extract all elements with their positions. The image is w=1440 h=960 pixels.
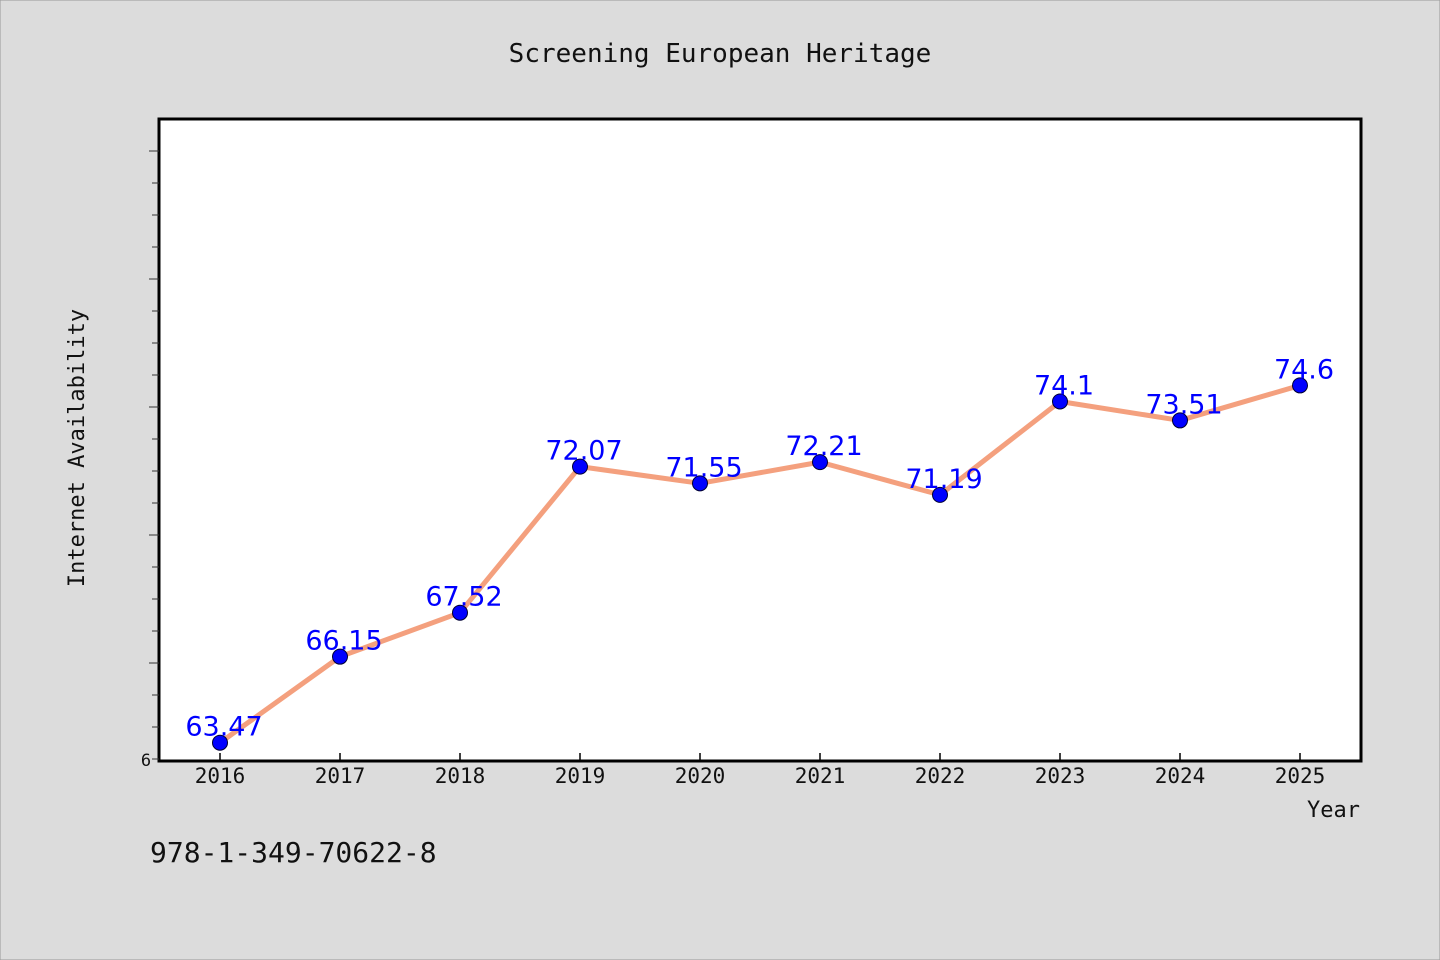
plot-area	[157, 117, 1363, 763]
data-label: 72.07	[545, 436, 622, 467]
data-point	[572, 458, 588, 475]
data-label: 71.55	[665, 452, 742, 483]
x-axis-label: Year	[1307, 798, 1360, 823]
x-tick-label: 2025	[1275, 764, 1326, 788]
data-point	[1172, 412, 1188, 429]
x-tick-label: 2024	[1155, 764, 1206, 788]
data-label: 71.19	[905, 464, 982, 495]
x-tick-label: 2017	[315, 764, 366, 788]
data-label: 66.15	[305, 626, 382, 657]
x-tick-label: 2021	[795, 764, 846, 788]
x-tick-label: 2022	[915, 764, 966, 788]
y-axis-ticks	[149, 150, 159, 760]
data-points	[212, 377, 1308, 751]
data-label: 67.52	[425, 582, 502, 613]
x-tick-label: 2018	[435, 764, 486, 788]
data-labels: 63.47 66.15 67.52 72.07 71.55 72.21 71.19 74.1 7…	[185, 354, 1334, 742]
data-point	[812, 454, 828, 471]
data-point	[332, 648, 348, 665]
x-tick-labels: 2016 2017 2018 2019 2020 2021 2022 2023 2024 2025	[195, 764, 1326, 788]
footer-text: 978-1-349-70622-8	[150, 836, 437, 869]
data-point	[1052, 393, 1068, 410]
data-point	[1292, 377, 1308, 394]
data-point	[932, 486, 948, 503]
data-point	[212, 734, 228, 751]
x-tick-label: 2016	[195, 764, 246, 788]
y-axis-label: Internet Availability	[65, 309, 90, 587]
x-tick-label: 2019	[555, 764, 606, 788]
data-point	[452, 604, 468, 621]
data-label: 74.1	[1034, 370, 1094, 401]
chart-title: Screening European Heritage	[509, 39, 932, 69]
x-tick-label: 2020	[675, 764, 726, 788]
data-point	[692, 475, 708, 492]
data-label: 63.47	[185, 712, 262, 743]
data-label: 73.51	[1145, 389, 1222, 420]
data-label: 72.21	[785, 431, 862, 462]
x-axis-ticks	[219, 753, 1301, 761]
y-tick-label: 6	[141, 751, 151, 771]
series-line	[217, 382, 1303, 746]
data-label: 74.6	[1274, 354, 1334, 385]
x-tick-label: 2023	[1035, 764, 1086, 788]
